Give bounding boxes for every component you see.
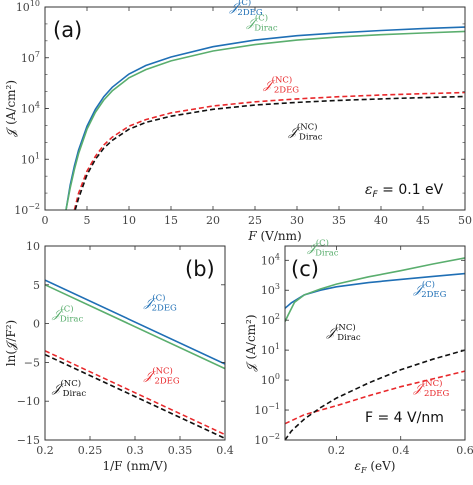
series-label-2-0: 𝒥(C) 2DEG (413, 279, 447, 300)
series-line-0-3 (74, 95, 465, 210)
x-tick-label-0-6: 30 (290, 214, 304, 227)
x-tick-label-0-9: 45 (416, 214, 430, 227)
y-tick-label-1-3: 0 (33, 318, 40, 331)
series-line-2-2 (285, 370, 465, 425)
series-label-0-1: 𝒥(C) Dirac (246, 13, 278, 34)
plot-frame-2 (284, 245, 466, 441)
y-tick-label-0-2: 104 (21, 101, 40, 116)
x-tick-label-0-2: 10 (122, 214, 136, 227)
x-tick-label-0-4: 20 (206, 214, 220, 227)
y-tick-label-2-5: 103 (261, 282, 280, 297)
x-tick-label-0-8: 40 (374, 214, 388, 227)
series-line-1-2 (45, 350, 225, 436)
x-tick-label-2-2: 0.6 (456, 444, 473, 457)
series-label-1-1: 𝒥(C) Dirac (51, 303, 83, 324)
y-tick-label-1-5: 10 (26, 240, 40, 253)
series-line-0-0 (65, 26, 465, 210)
y-axis-label-0: 𝒥 (A/cm²) (4, 80, 18, 137)
x-axis-label-2: εF (eV) (355, 459, 396, 475)
y-tick-label-1-4: 5 (33, 279, 40, 292)
series-line-0-2 (73, 91, 465, 210)
series-label-1-0: 𝒥(C) 2DEG (143, 293, 177, 314)
x-tick-label-0-3: 15 (164, 214, 178, 227)
series-label-0-2: 𝒥(NC) 2DEG (262, 75, 299, 96)
series-line-1-3 (45, 353, 225, 440)
y-tick-label-1-2: −5 (24, 356, 40, 369)
x-tick-label-1-2: 0.3 (126, 444, 144, 457)
y-tick-label-0-4: 1010 (16, 0, 40, 14)
series-line-2-0 (285, 272, 465, 309)
series-label-1-3: 𝒥(NC) Dirac (51, 378, 86, 399)
y-tick-label-1-1: −10 (17, 395, 40, 408)
y-tick-label-2-6: 104 (261, 252, 280, 267)
annotation-0: εF = 0.1 eV (365, 182, 444, 200)
panel-label-2: (c) (291, 257, 319, 281)
y-tick-label-2-2: 100 (261, 372, 280, 387)
y-axis-label-1: ln(𝒥/F²) (4, 320, 18, 366)
series-label-0-0: 𝒥(C) 2DEG (229, 0, 263, 18)
x-tick-label-0-7: 35 (332, 214, 346, 227)
y-tick-label-2-0: 10−2 (254, 432, 280, 447)
series-line-2-3 (285, 349, 465, 440)
panel-0: 0 5 10 15 20 25 30 35 40 45 50 10−2 101 104 107 1010 (a)… (4, 0, 472, 243)
x-tick-label-0-0: 0 (42, 214, 49, 227)
panel-label-0: (a) (53, 18, 82, 42)
y-axis-label-2: 𝒥 (A/cm²) (244, 314, 258, 371)
x-axis-label-0: F (V/nm) (247, 229, 301, 243)
x-axis-label-1: 1/F (nm/V) (103, 459, 168, 473)
y-tick-label-0-0: 10−2 (14, 202, 40, 217)
x-tick-label-1-3: 0.35 (168, 444, 193, 457)
x-tick-label-2-1: 0.4 (392, 444, 410, 457)
series-label-2-1: 𝒥(C) Dirac (307, 237, 339, 258)
y-tick-label-2-4: 102 (261, 312, 280, 327)
y-tick-label-0-3: 107 (21, 50, 40, 65)
y-tick-label-2-3: 101 (261, 342, 280, 357)
series-label-2-2: 𝒥(NC) 2DEG (413, 378, 450, 399)
panel-1: 0.2 0.25 0.3 0.35 0.4 −15 −10 −5 0 5 10 (b) 1/F (nm/… (4, 240, 234, 473)
series-line-2-1 (285, 257, 465, 322)
y-tick-label-0-1: 101 (21, 151, 40, 166)
y-tick-label-1-0: −15 (17, 434, 40, 447)
x-tick-label-0-10: 50 (458, 214, 472, 227)
x-tick-label-0-5: 25 (248, 214, 262, 227)
series-label-1-2: 𝒥(NC) 2DEG (143, 365, 180, 386)
plot-frame-0 (44, 6, 466, 211)
x-tick-label-0-1: 5 (84, 214, 91, 227)
x-tick-label-1-4: 0.4 (216, 444, 234, 457)
panel-label-1: (b) (185, 257, 215, 281)
x-tick-label-2-0: 0.2 (328, 444, 346, 457)
series-label-0-3: 𝒥(NC) Dirac (288, 122, 323, 143)
series-line-0-1 (65, 30, 465, 210)
y-tick-label-2-1: 10−1 (254, 402, 280, 417)
x-tick-label-1-0: 0.2 (36, 444, 54, 457)
annotation-2: F = 4 V/nm (365, 410, 444, 426)
x-tick-label-1-1: 0.25 (78, 444, 103, 457)
panel-2: 0.2 0.4 0.6 10−2 10−1 100 101 102 103 104 (c) εF (e… (244, 237, 473, 475)
series-line-1-0 (45, 279, 225, 365)
series-label-2-3: 𝒥(NC) Dirac (326, 322, 361, 343)
series-line-1-1 (45, 284, 225, 370)
